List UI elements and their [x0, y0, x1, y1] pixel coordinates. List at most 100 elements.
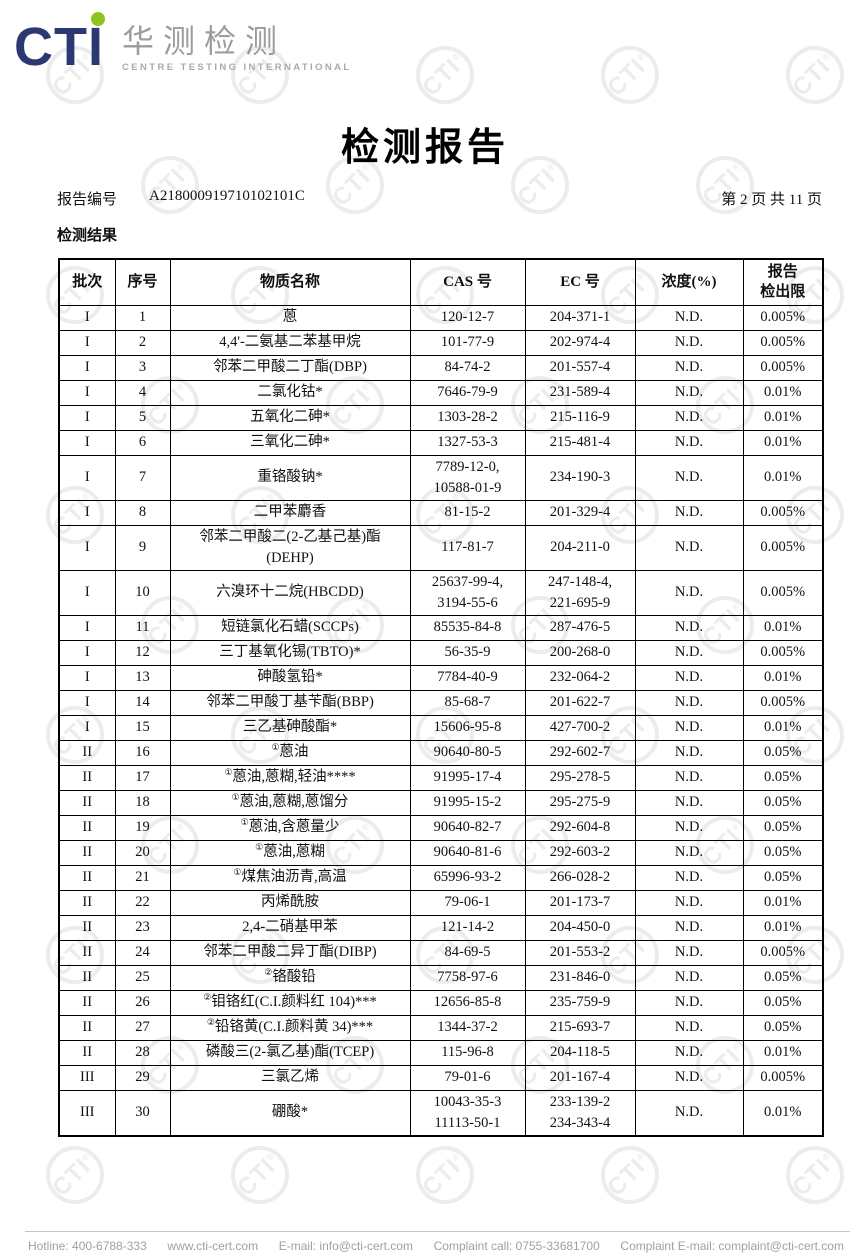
table-row: II 19 ①蒽油,含蒽量少 90640-82-7 292-604-8 N.D. 0.05%: [58, 814, 824, 841]
cell-name: 磷酸三(2-氯乙基)酯(TCEP): [169, 1039, 411, 1066]
table-row: I 1 蒽 120-12-7 204-371-1 N.D. 0.005%: [58, 304, 824, 331]
table-row: I 5 五氧化二砷* 1303-28-2 215-116-9 N.D. 0.01%: [58, 404, 824, 431]
footer-contact-item: E-mail: info@cti-cert.com: [278, 1239, 413, 1253]
cell-ec: 292-604-8: [524, 814, 636, 841]
cell-conc: N.D.: [634, 429, 744, 456]
cell-name: ①煤焦油沥青,高温: [169, 864, 411, 891]
cell-ec: 200-268-0: [524, 639, 636, 666]
cell-limit: 0.05%: [742, 814, 824, 841]
cell-no: 1: [114, 304, 171, 331]
footnote-marker: ①: [240, 817, 249, 828]
cell-ec: 215-481-4: [524, 429, 636, 456]
cell-name: 蒽: [169, 304, 411, 331]
table-row: I 10 六溴环十二烷(HBCDD) 25637-99-4, 3194-55-6 247…: [58, 569, 824, 616]
cell-batch: III: [58, 1064, 116, 1091]
brand-names: 华测检测 CENTRE TESTING INTERNATIONAL: [122, 12, 352, 73]
cell-cas: 1327-53-3: [409, 429, 526, 456]
cell-ec: 201-553-2: [524, 939, 636, 966]
cell-ec: 204-211-0: [524, 524, 636, 571]
cell-limit: 0.05%: [742, 839, 824, 866]
cell-conc: N.D.: [634, 989, 744, 1016]
cell-limit: 0.005%: [742, 689, 824, 716]
table-row: I 6 三氧化二砷* 1327-53-3 215-481-4 N.D. 0.01%: [58, 429, 824, 456]
cell-batch: I: [58, 454, 116, 501]
cell-batch: I: [58, 404, 116, 431]
cell-no: 3: [114, 354, 171, 381]
table-row: I 9 邻苯二甲酸二(2-乙基己基)酯 (DEHP) 117-81-7 204-211-…: [58, 524, 824, 571]
cell-conc: N.D.: [634, 864, 744, 891]
cell-name: 三氯乙烯: [169, 1064, 411, 1091]
cell-no: 13: [114, 664, 171, 691]
cell-name: 二氯化钴*: [169, 379, 411, 406]
cell-no: 26: [114, 989, 171, 1016]
cell-limit: 0.005%: [742, 499, 824, 526]
cell-conc: N.D.: [634, 814, 744, 841]
cell-batch: I: [58, 379, 116, 406]
cell-name: 三氧化二砷*: [169, 429, 411, 456]
cell-cas: 65996-93-2: [409, 864, 526, 891]
cell-ec: 266-028-2: [524, 864, 636, 891]
cell-cas: 91995-17-4: [409, 764, 526, 791]
cell-conc: N.D.: [634, 914, 744, 941]
cell-ec: 204-371-1: [524, 304, 636, 331]
cell-name: 4,4'-二氨基二苯基甲烷: [169, 329, 411, 356]
cell-batch: I: [58, 569, 116, 616]
results-tbody: I 1 蒽 120-12-7 204-371-1 N.D. 0.005% I 2 4,4'-二氨基…: [58, 304, 824, 1137]
cell-limit: 0.005%: [742, 524, 824, 571]
brand-logo: CTI 华测检测 CENTRE TESTING INTERNATIONAL: [14, 12, 352, 76]
footer-contact-item: www.cti-cert.com: [167, 1239, 259, 1253]
cell-name: 邻苯二甲酸二丁酯(DBP): [169, 354, 411, 381]
cell-no: 8: [114, 499, 171, 526]
cell-conc: N.D.: [634, 764, 744, 791]
cell-limit: 0.005%: [742, 354, 824, 381]
cell-cas: 15606-95-8: [409, 714, 526, 741]
cell-cas: 81-15-2: [409, 499, 526, 526]
page-indicator: 第 2 页 共 11 页: [721, 192, 822, 208]
cell-cas: 90640-81-6: [409, 839, 526, 866]
table-row: II 17 ①蒽油,蒽糊,轻油**** 91995-17-4 295-278-5 N.D.…: [58, 764, 824, 791]
table-row: I 15 三乙基砷酸酯* 15606-95-8 427-700-2 N.D. 0.01%: [58, 714, 824, 741]
cell-no: 11: [114, 614, 171, 641]
report-number-label: 报告编号: [57, 192, 118, 208]
footer-contact-item: Complaint call: 0755-33681700: [433, 1239, 600, 1253]
cell-batch: II: [58, 914, 116, 941]
cell-no: 2: [114, 329, 171, 356]
footnote-marker: ②: [206, 1017, 215, 1028]
results-table-wrap: 批次 序号 物质名称 CAS 号 EC 号 浓度(%) 报告 检出限 I 1 蒽 12…: [58, 258, 824, 1137]
cell-ec: 427-700-2: [524, 714, 636, 741]
cell-no: 12: [114, 639, 171, 666]
cell-ec: 201-329-4: [524, 499, 636, 526]
cell-name: ①蒽油,蒽糊,蒽馏分: [169, 789, 411, 816]
footnote-marker: ①: [224, 767, 233, 778]
logo-green-dot-icon: [91, 12, 105, 26]
cell-conc: N.D.: [634, 304, 744, 331]
cell-ec: 201-167-4: [524, 1064, 636, 1091]
cell-no: 24: [114, 939, 171, 966]
cell-batch: II: [58, 1039, 116, 1066]
cell-no: 30: [114, 1089, 171, 1137]
cell-name: 五氧化二砷*: [169, 404, 411, 431]
cell-batch: I: [58, 689, 116, 716]
table-row: II 22 丙烯酰胺 79-06-1 201-173-7 N.D. 0.01%: [58, 889, 824, 916]
cell-ec: 295-278-5: [524, 764, 636, 791]
cell-limit: 0.01%: [742, 889, 824, 916]
footer-contact-items: Hotline: 400-6788-333 www.cti-cert.com E-m…: [0, 1232, 850, 1253]
footnote-marker: ②: [264, 967, 273, 978]
table-row: I 14 邻苯二甲酸丁基苄酯(BBP) 85-68-7 201-622-7 N.D. 0.0…: [58, 689, 824, 716]
cell-conc: N.D.: [634, 664, 744, 691]
cell-ec: 232-064-2: [524, 664, 636, 691]
cell-batch: I: [58, 664, 116, 691]
cell-no: 23: [114, 914, 171, 941]
section-title: 检测结果: [57, 228, 118, 244]
cell-ec: 234-190-3: [524, 454, 636, 501]
cell-batch: II: [58, 839, 116, 866]
cell-cas: 84-74-2: [409, 354, 526, 381]
cell-cas: 79-01-6: [409, 1064, 526, 1091]
cell-name: ②铬酸铅: [169, 964, 411, 991]
cell-no: 28: [114, 1039, 171, 1066]
cell-ec: 201-173-7: [524, 889, 636, 916]
cell-conc: N.D.: [634, 689, 744, 716]
cell-name: ②铅铬黄(C.I.颜料黄 34)***: [169, 1014, 411, 1041]
table-row: I 11 短链氯化石蜡(SCCPs) 85535-84-8 287-476-5 N.D. 0…: [58, 614, 824, 641]
cell-cas: 7646-79-9: [409, 379, 526, 406]
